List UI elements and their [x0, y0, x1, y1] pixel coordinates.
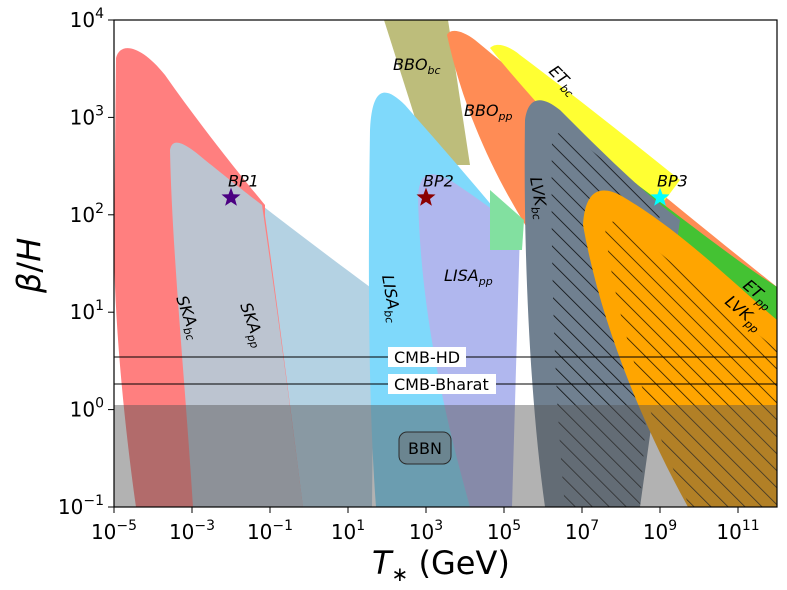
- region-bbo-bc: [384, 20, 470, 165]
- y-tick-label: 102: [70, 201, 104, 227]
- benchmark-label-bp3: BP3: [657, 172, 688, 191]
- x-tick-label: 10−1: [247, 518, 293, 544]
- benchmark-point-bp1: [221, 187, 241, 206]
- plot-frame: [113, 19, 778, 508]
- y-tick-label: 104: [70, 6, 104, 32]
- benchmark-label-bp1: BP1: [228, 172, 259, 191]
- y-axis-title: β/H: [10, 238, 48, 294]
- benchmark-point-bp3: [650, 187, 670, 206]
- x-tick-label: 107: [565, 518, 599, 544]
- y-tick-label: 10−1: [58, 493, 104, 519]
- region-ska-pp-overlap: [170, 142, 303, 507]
- x-tick-label: 109: [643, 518, 677, 544]
- region-lvk-pp-hatch: [605, 221, 777, 507]
- x-tick-label: 10−3: [169, 518, 215, 544]
- x-tick-label: 103: [409, 518, 443, 544]
- benchmark-point-bp2: [416, 187, 436, 206]
- region-lisa-pp: [418, 174, 520, 507]
- cmb-bharat-label: CMB-Bharat: [394, 375, 489, 394]
- y-tick-label: 100: [70, 396, 104, 422]
- region-et-bc: [490, 44, 680, 220]
- x-tick-label: 10−5: [91, 518, 137, 544]
- y-tick-label: 101: [70, 298, 104, 324]
- x-tick-label: 105: [487, 518, 521, 544]
- bbn-label: BBN: [408, 439, 442, 458]
- region-green-sliver: [490, 190, 524, 250]
- x-axis-title: T∗ (GeV): [372, 544, 510, 586]
- x-tick-label: 101: [331, 518, 365, 544]
- cmb-hd-label: CMB-HD: [394, 348, 460, 367]
- x-tick-label: 1011: [716, 518, 759, 544]
- benchmark-label-bp2: BP2: [423, 172, 454, 191]
- bbn-label-box: [398, 431, 452, 465]
- y-tick-label: 103: [70, 103, 104, 129]
